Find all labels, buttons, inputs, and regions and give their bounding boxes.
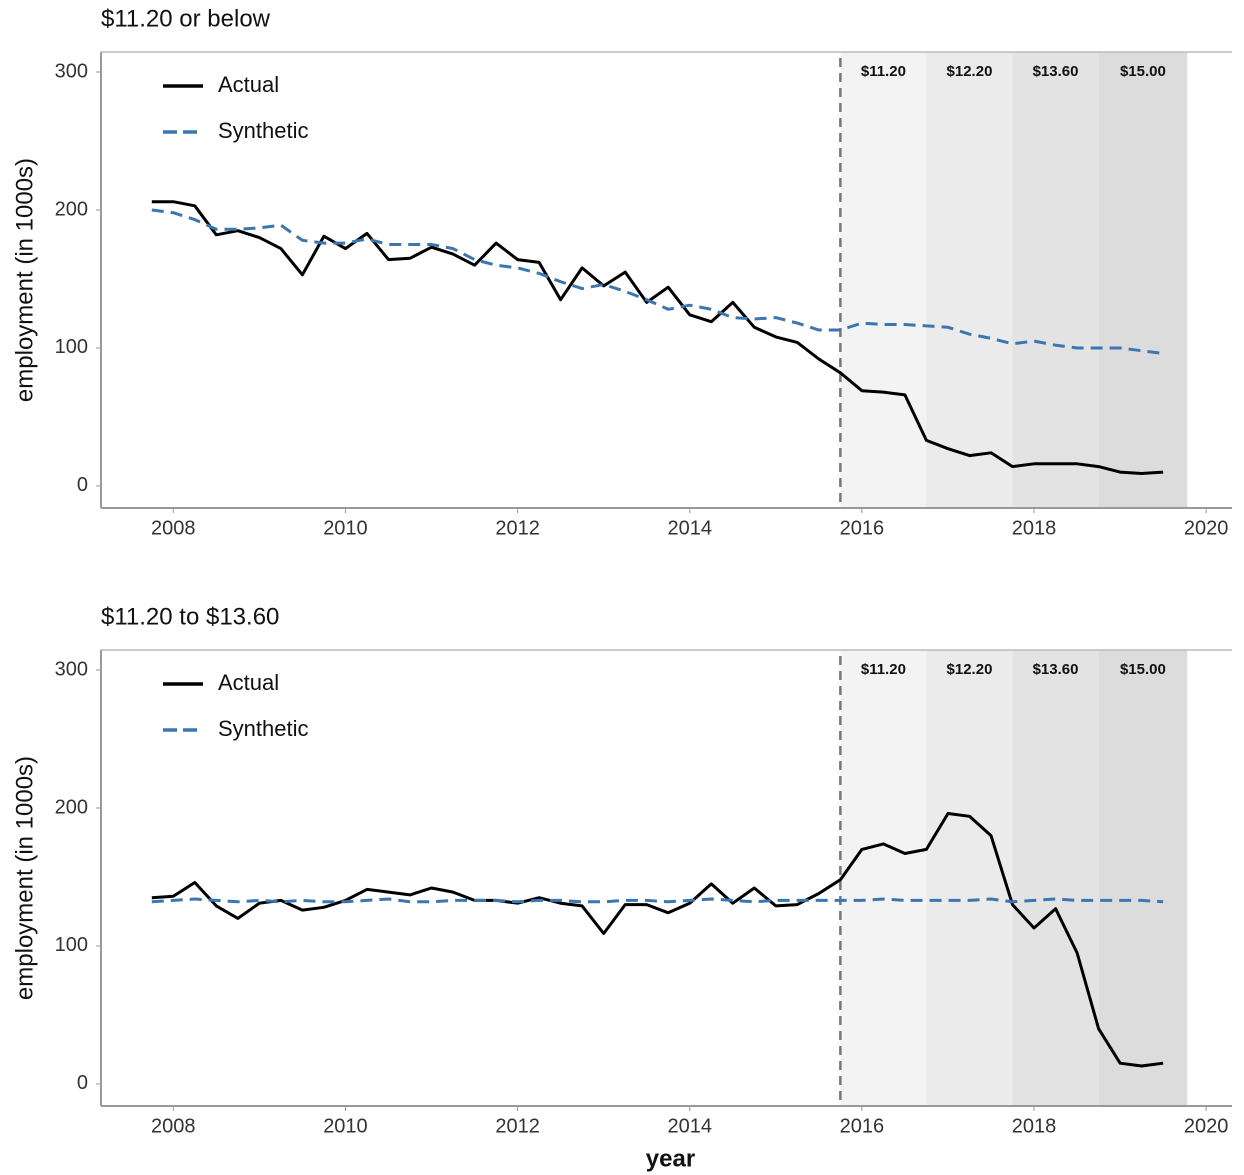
period-label: $15.00: [1120, 661, 1166, 678]
period-label: $12.20: [947, 63, 993, 80]
x-tick-label: 2008: [151, 1115, 196, 1137]
x-tick-label: 2016: [840, 517, 885, 539]
y-tick-label: 100: [55, 934, 88, 956]
period-band: [840, 52, 927, 508]
y-tick-label: 300: [55, 658, 88, 680]
y-tick-label: 200: [55, 796, 88, 818]
y-tick-label: 0: [77, 1072, 88, 1094]
y-tick-label: 100: [55, 336, 88, 358]
period-label: $12.20: [947, 661, 993, 678]
legend-label: Synthetic: [218, 716, 309, 741]
y-tick-label: 300: [55, 60, 88, 82]
x-axis-label: year: [646, 1145, 695, 1172]
x-tick-label: 2008: [151, 517, 196, 539]
series-line: [151, 812, 1164, 1068]
x-tick-label: 2016: [840, 1115, 885, 1137]
x-tick-label: 2012: [495, 517, 540, 539]
period-label: $11.20: [861, 63, 906, 80]
y-tick-label: 0: [77, 474, 88, 496]
period-band: [1098, 650, 1188, 1106]
x-tick-label: 2010: [323, 1115, 368, 1137]
period-band: [1012, 650, 1099, 1106]
period-band: [926, 52, 1013, 508]
period-band: [1098, 52, 1188, 508]
period-label: $13.60: [1033, 661, 1079, 678]
x-tick-label: 2018: [1012, 517, 1057, 539]
legend-label: Synthetic: [218, 118, 309, 143]
y-axis-label: employment (in 1000s): [11, 158, 38, 402]
x-tick-label: 2014: [667, 517, 712, 539]
x-tick-label: 2018: [1012, 1115, 1057, 1137]
legend-label: Actual: [218, 72, 279, 97]
x-tick-label: 2020: [1184, 1115, 1229, 1137]
series-line: [151, 897, 1164, 904]
y-axis-label: employment (in 1000s): [11, 756, 38, 1000]
x-tick-label: 2014: [667, 1115, 712, 1137]
y-tick-label: 200: [55, 198, 88, 220]
period-label: $13.60: [1033, 63, 1079, 80]
period-band: [926, 650, 1013, 1106]
period-label: $15.00: [1120, 63, 1166, 80]
period-label: $11.20: [861, 661, 906, 678]
x-tick-label: 2010: [323, 517, 368, 539]
period-band: [840, 650, 927, 1106]
x-tick-label: 2020: [1184, 517, 1229, 539]
series-line: [151, 208, 1164, 355]
period-band: [1012, 52, 1099, 508]
legend-label: Actual: [218, 670, 279, 695]
chart-title: $11.20 or below: [101, 5, 271, 32]
chart-title: $11.20 to $13.60: [101, 603, 279, 630]
x-tick-label: 2012: [495, 1115, 540, 1137]
